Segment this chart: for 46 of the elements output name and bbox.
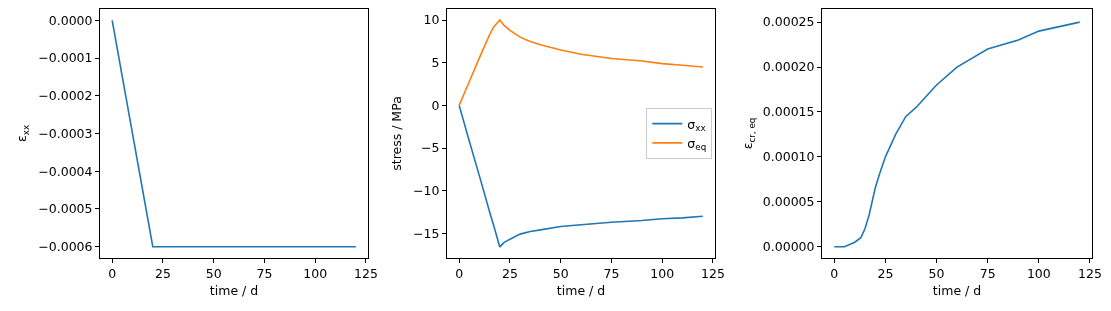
x-axis-title: time / d	[209, 283, 259, 299]
x-axis-title: time / d	[556, 283, 606, 299]
y-tick-label: 0.00005	[762, 194, 815, 210]
x-tick-label: 25	[154, 266, 171, 281]
x-tick-label: 0	[108, 266, 117, 281]
y-tick-label: 0.00025	[762, 14, 815, 30]
x-tick-label: 50	[552, 266, 569, 281]
y-tick-label: −0.0001	[38, 50, 93, 66]
legend-label: σ$_{xx}$	[687, 116, 706, 134]
y-tick-label: 5	[431, 55, 440, 71]
x-tick-label: 25	[501, 266, 518, 281]
x-tick-label: 100	[303, 266, 328, 281]
y-tick-label: −5	[421, 140, 440, 156]
y-tick-label: 0	[431, 97, 440, 113]
y-axis-title: stress / MPa	[389, 96, 405, 171]
legend-label: σ$_{eq}$	[687, 135, 707, 153]
y-tick-label: 0.00015	[762, 104, 815, 120]
line-series	[833, 21, 1081, 248]
y-tick-label: 10	[423, 12, 440, 28]
y-tick-label: −0.0006	[38, 239, 93, 255]
y-tick-label: −15	[413, 225, 440, 241]
x-tick-label: 100	[1026, 266, 1051, 281]
y-tick-label: 0.00020	[762, 59, 815, 75]
x-tick-label: 50	[928, 266, 945, 281]
x-tick-label: 0	[455, 266, 464, 281]
x-axis-title: time / d	[932, 283, 982, 299]
x-tick-label: 0	[830, 266, 839, 281]
y-tick-label: −0.0004	[38, 163, 93, 179]
x-tick-label: 50	[205, 266, 222, 281]
x-tick-label: 125	[701, 266, 725, 281]
x-tick-label: 75	[256, 266, 273, 281]
y-tick-label: −0.0003	[38, 125, 93, 141]
x-tick-label: 25	[877, 266, 894, 281]
x-tick-label: 75	[603, 266, 620, 281]
x-tick-label: 125	[354, 266, 378, 281]
line-series	[458, 104, 704, 248]
y-tick-label: −10	[413, 183, 440, 199]
line-series	[458, 19, 704, 107]
y-tick-label: 0.00010	[762, 149, 815, 165]
y-tick-label: 0.0000	[48, 12, 93, 28]
y-tick-label: −0.0005	[38, 201, 93, 217]
x-tick-label: 100	[650, 266, 675, 281]
y-tick-label: −0.0002	[38, 88, 93, 104]
y-tick-label: 0.00000	[762, 239, 815, 255]
x-tick-label: 75	[979, 266, 996, 281]
x-tick-label: 125	[1078, 266, 1102, 281]
